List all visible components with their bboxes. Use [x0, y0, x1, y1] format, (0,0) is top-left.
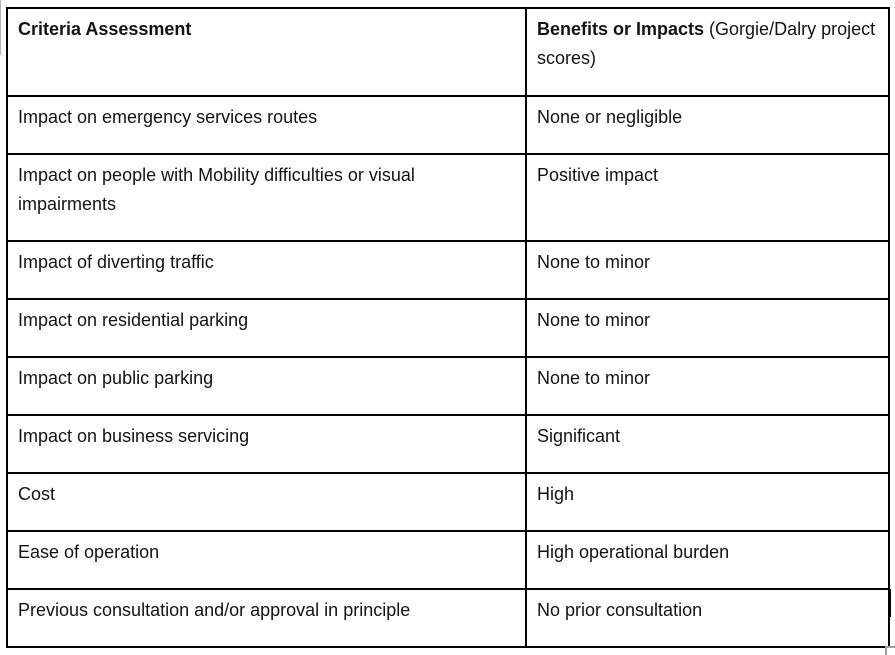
table-row: Impact of diverting traffic None to mino… [6, 240, 890, 300]
page-edge-artifact [0, 0, 1, 55]
benefit-cell[interactable]: High [525, 472, 890, 532]
benefit-text: None to minor [537, 310, 651, 330]
text-cursor-artifact [889, 589, 891, 617]
benefit-cell[interactable]: No prior consultation [525, 588, 890, 648]
criteria-cell[interactable]: Ease of operation [6, 530, 527, 590]
criteria-cell[interactable]: Cost [6, 472, 527, 532]
criteria-cell[interactable]: Impact on people with Mobility difficult… [6, 153, 527, 242]
table-resize-handle[interactable] [885, 646, 895, 655]
table-row: Impact on emergency services routes None… [6, 95, 890, 155]
header-benefits-label-normal: (Gorgie/Dalry project scores) [537, 19, 876, 68]
benefit-text: High [537, 484, 575, 504]
benefit-text: None to minor [537, 252, 651, 272]
benefit-text: Positive impact [537, 165, 659, 185]
criteria-cell[interactable]: Impact of diverting traffic [6, 240, 527, 300]
table-header-row: Criteria Assessment Benefits or Impacts … [6, 7, 890, 97]
table-row: Ease of operation High operational burde… [6, 530, 890, 590]
criteria-text: Impact on business servicing [18, 426, 250, 446]
table-row: Impact on people with Mobility difficult… [6, 153, 890, 242]
benefit-cell[interactable]: None to minor [525, 298, 890, 358]
table-row: Cost High [6, 472, 890, 532]
table-row: Impact on business servicing Significant [6, 414, 890, 474]
header-benefits-cell[interactable]: Benefits or Impacts (Gorgie/Dalry projec… [525, 7, 890, 97]
criteria-cell[interactable]: Previous consultation and/or approval in… [6, 588, 527, 648]
benefit-text: High operational burden [537, 542, 730, 562]
benefit-text: None or negligible [537, 107, 683, 127]
criteria-cell[interactable]: Impact on residential parking [6, 298, 527, 358]
header-criteria-label: Criteria Assessment [18, 19, 192, 39]
criteria-cell[interactable]: Impact on emergency services routes [6, 95, 527, 155]
benefit-cell[interactable]: High operational burden [525, 530, 890, 590]
benefit-cell[interactable]: None to minor [525, 240, 890, 300]
criteria-cell[interactable]: Impact on business servicing [6, 414, 527, 474]
criteria-text: Impact on public parking [18, 368, 214, 388]
benefit-cell[interactable]: Significant [525, 414, 890, 474]
table-row: Impact on public parking None to minor [6, 356, 890, 416]
header-criteria-cell[interactable]: Criteria Assessment [6, 7, 527, 97]
criteria-text: Cost [18, 484, 56, 504]
criteria-assessment-table: Criteria Assessment Benefits or Impacts … [6, 7, 890, 648]
criteria-text: Impact on residential parking [18, 310, 249, 330]
criteria-cell[interactable]: Impact on public parking [6, 356, 527, 416]
benefit-cell[interactable]: Positive impact [525, 153, 890, 242]
benefit-text: Significant [537, 426, 621, 446]
criteria-text: Impact on emergency services routes [18, 107, 318, 127]
benefit-text: None to minor [537, 368, 651, 388]
table-row: Previous consultation and/or approval in… [6, 588, 890, 648]
criteria-text: Impact of diverting traffic [18, 252, 214, 272]
criteria-text: Ease of operation [18, 542, 160, 562]
criteria-text: Impact on people with Mobility difficult… [18, 165, 415, 214]
benefit-text: No prior consultation [537, 600, 703, 620]
benefit-cell[interactable]: None to minor [525, 356, 890, 416]
benefit-cell[interactable]: None or negligible [525, 95, 890, 155]
table-row: Impact on residential parking None to mi… [6, 298, 890, 358]
criteria-text: Previous consultation and/or approval in… [18, 600, 411, 620]
header-benefits-label-bold: Benefits or Impacts [537, 19, 705, 39]
